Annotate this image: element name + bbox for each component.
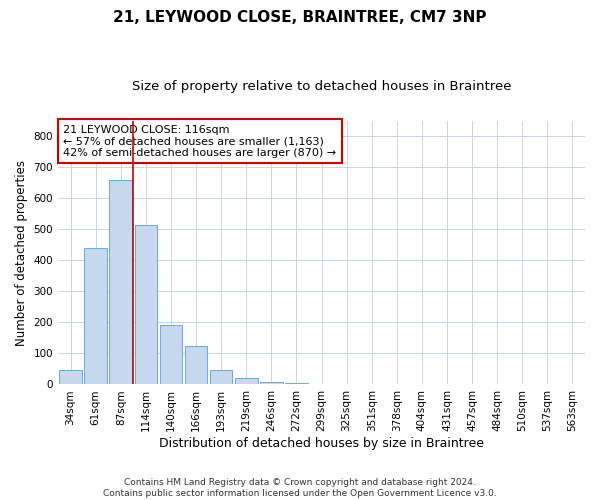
Bar bbox=[235, 378, 257, 384]
Bar bbox=[260, 382, 283, 384]
Bar bbox=[134, 224, 157, 384]
Bar bbox=[85, 248, 107, 384]
X-axis label: Distribution of detached houses by size in Braintree: Distribution of detached houses by size … bbox=[159, 437, 484, 450]
Bar bbox=[285, 383, 308, 384]
Bar bbox=[109, 180, 132, 384]
Bar bbox=[210, 370, 232, 384]
Y-axis label: Number of detached properties: Number of detached properties bbox=[15, 160, 28, 346]
Title: Size of property relative to detached houses in Braintree: Size of property relative to detached ho… bbox=[132, 80, 511, 93]
Bar bbox=[185, 346, 208, 385]
Text: Contains HM Land Registry data © Crown copyright and database right 2024.
Contai: Contains HM Land Registry data © Crown c… bbox=[103, 478, 497, 498]
Bar bbox=[59, 370, 82, 384]
Text: 21 LEYWOOD CLOSE: 116sqm
← 57% of detached houses are smaller (1,163)
42% of sem: 21 LEYWOOD CLOSE: 116sqm ← 57% of detach… bbox=[64, 124, 337, 158]
Text: 21, LEYWOOD CLOSE, BRAINTREE, CM7 3NP: 21, LEYWOOD CLOSE, BRAINTREE, CM7 3NP bbox=[113, 10, 487, 25]
Bar bbox=[160, 324, 182, 384]
